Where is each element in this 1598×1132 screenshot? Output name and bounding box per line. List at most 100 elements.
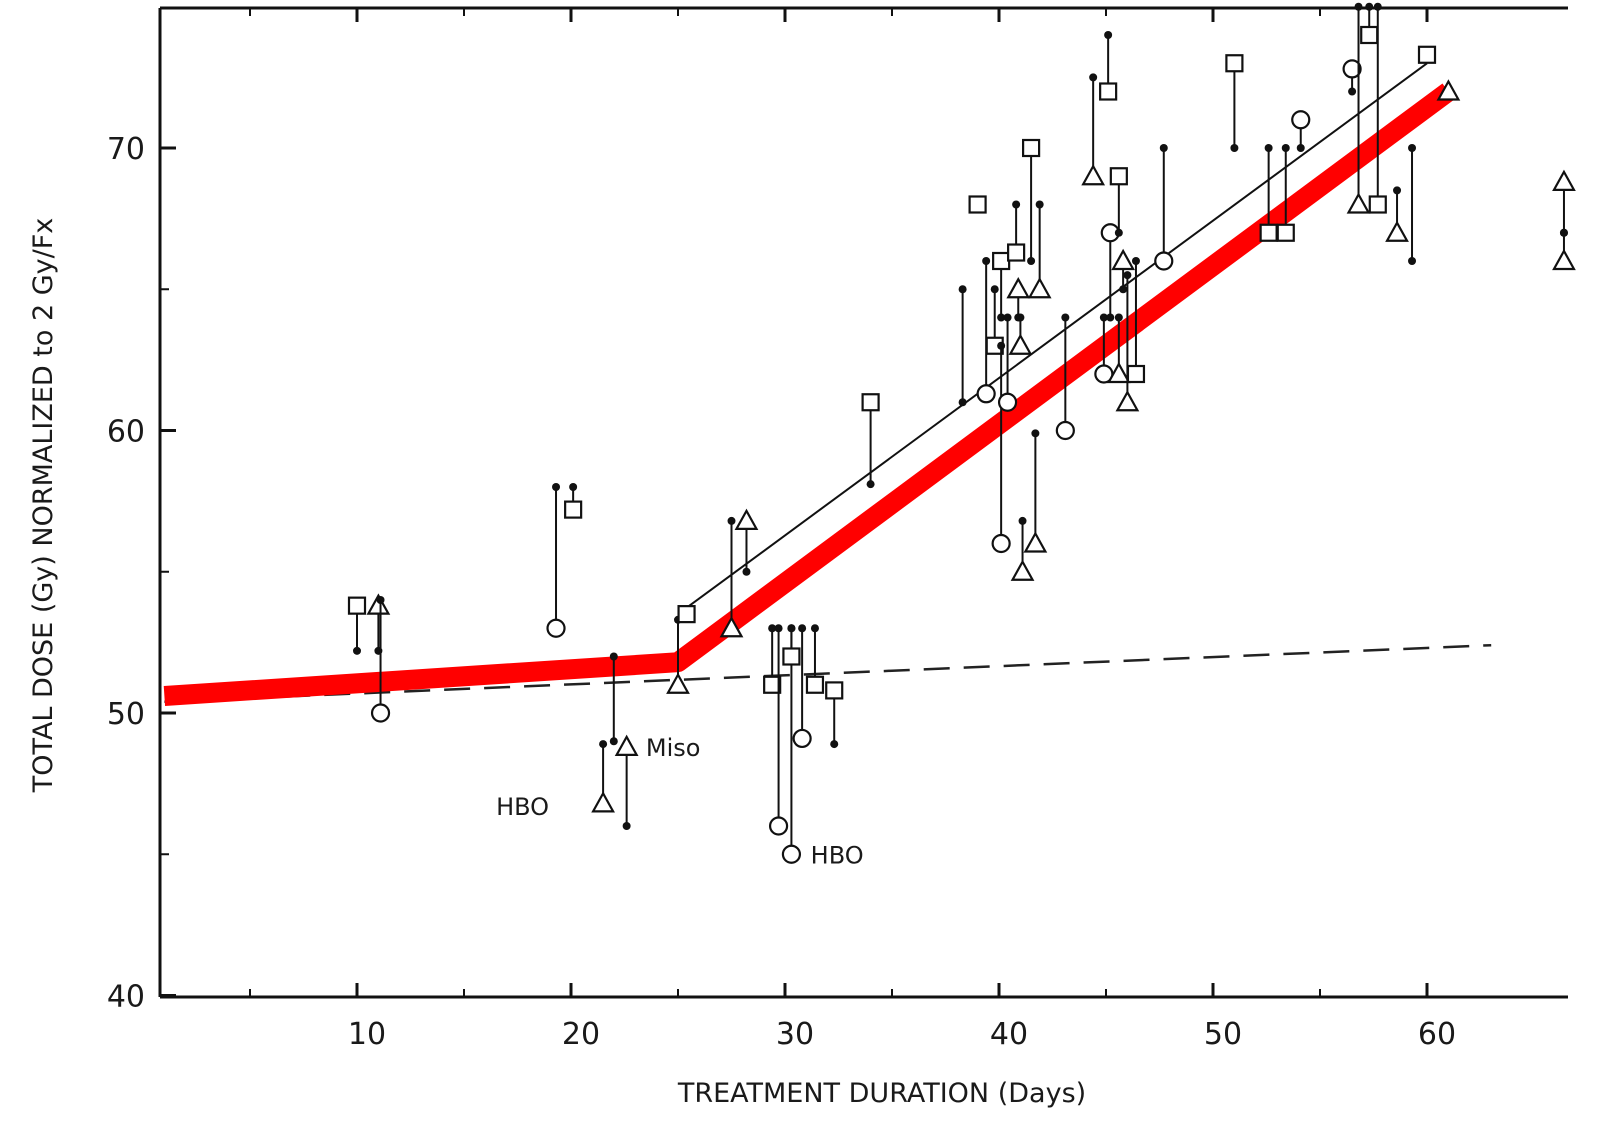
paired-dot [1104,31,1113,39]
annotation-label: HBO [811,841,864,869]
square-point [1007,243,1026,262]
square-point [805,675,825,694]
paired-dot [1296,144,1305,152]
triangle-point [1115,389,1140,412]
paired-dot [1003,313,1012,322]
triangle-point [734,508,759,531]
paired-dot [768,624,777,633]
paired-dot [1031,429,1040,438]
paired-dot [609,652,618,661]
paired-dot [353,646,361,655]
triangle-point [1106,361,1131,384]
paired-dot [1159,144,1168,152]
paired-dot [1018,516,1027,525]
circle-point [1342,59,1362,79]
triangle-point [1111,248,1135,271]
x-tick-label: 30 [776,1017,814,1052]
paired-dot [982,257,991,265]
paired-dot [1061,313,1070,322]
paired-dot [1035,200,1044,209]
data-points [347,2,1576,864]
triangle-point [719,615,744,638]
square-point [347,596,367,615]
square-point [1225,54,1244,73]
circle-point [1154,251,1174,271]
y-tick-label: 40 [107,980,145,1015]
dot-point [958,398,967,407]
x-tick-label: 20 [562,1017,600,1052]
paired-dot [1131,257,1140,265]
paired-dot [1373,2,1382,11]
triangle-point [1027,276,1052,299]
x-tick-label: 50 [1204,1017,1242,1052]
paired-dot [1089,73,1098,82]
x-tick-label: 40 [990,1017,1028,1052]
annotations: Miso HBO HBO [496,734,864,869]
paired-dot [990,285,999,294]
square-point [992,251,1011,271]
triangle-point [1008,333,1033,355]
paired-dot [376,596,385,604]
circle-point [991,533,1011,554]
paired-dot [1264,144,1273,152]
x-tick-label: 60 [1418,1017,1456,1052]
square-point [1417,45,1437,64]
paired-dot [1354,2,1363,11]
x-axis-title: TREATMENT DURATION (Days) [677,1078,1086,1109]
triangle-point [1385,220,1409,242]
paired-dot [742,567,751,576]
paired-dot [798,624,807,633]
paired-dot [1099,313,1108,322]
square-point [564,500,583,519]
paired-dot [1230,144,1239,152]
thin-fit-line [677,62,1428,615]
triangle-point [366,593,391,615]
square-point [1360,25,1379,45]
dot-point [609,737,618,746]
paired-dot [1559,228,1568,237]
paired-dot [1012,200,1021,209]
triangle-point [591,791,615,813]
y-axis-title: TOTAL DOSE (Gy) NORMALIZED to 2 Gy/Fx [28,218,59,793]
triangle-point [1081,163,1106,186]
triangle-point [1023,531,1048,553]
paired-dot [552,483,561,491]
y-tick-label: 70 [107,132,145,167]
square-point [861,393,880,412]
triangle-point [1006,276,1031,299]
circle-point [997,392,1018,412]
paired-dot [866,480,875,489]
square-point [1099,82,1118,101]
square-point [1259,223,1278,242]
circle-point [1291,110,1311,130]
paired-dot [1114,228,1123,237]
square-point [782,647,801,666]
square-point [1126,364,1146,384]
triangle-point [1552,169,1576,191]
square-point [825,681,844,700]
paired-dot [1281,144,1290,152]
triangle-point [1346,192,1371,214]
paired-dot [1408,144,1417,152]
paired-dot [1123,271,1132,280]
paired-dot [1016,313,1025,322]
square-point [1276,223,1295,242]
y-tick-label: 50 [107,697,145,732]
triangle-point [1436,79,1461,101]
paired-dot [997,341,1006,350]
paired-dot [1365,2,1374,11]
paired-dot [830,740,839,749]
paired-dot [958,285,967,294]
triangle-point [666,672,690,694]
square-point [677,605,696,624]
paired-dot [599,740,608,749]
circle-point [768,816,789,836]
paired-dot [569,483,578,491]
x-tick-label: 10 [348,1017,386,1052]
paired-dot [810,624,819,633]
axes: 10 20 30 40 50 60 40 50 60 70 [107,6,1568,1052]
paired-dot [1114,313,1123,322]
paired-dot [622,822,631,830]
circle-point [546,618,566,638]
annotation-label: HBO [496,793,549,821]
